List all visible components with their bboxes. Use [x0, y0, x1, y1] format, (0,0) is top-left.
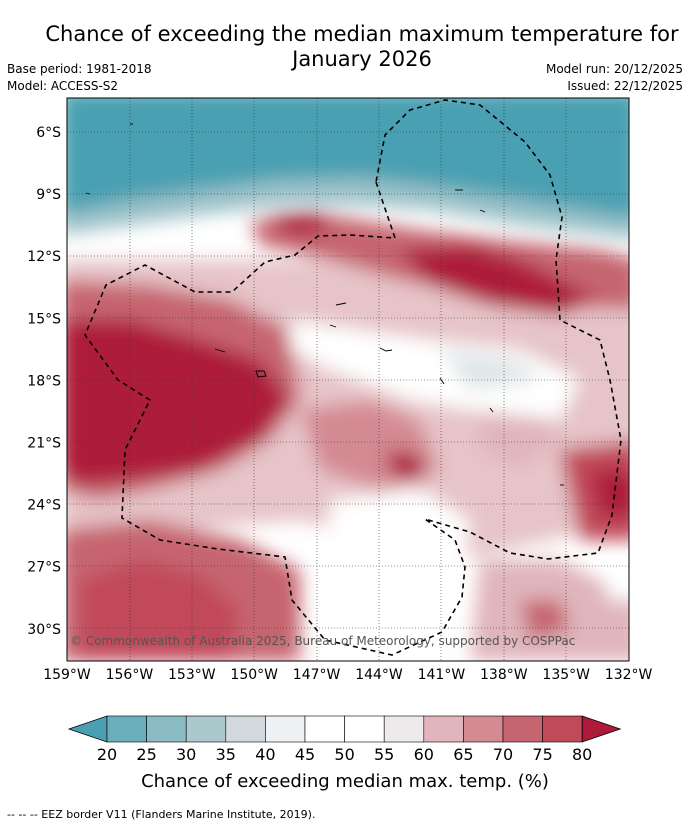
map-title: Chance of exceeding the median maximum t…: [40, 22, 684, 72]
colorbar-tick-label: 80: [572, 745, 593, 764]
colorbar-segment: [146, 715, 187, 743]
colorbar-segment: [423, 715, 464, 743]
colorbar-tick-label: 50: [334, 745, 355, 764]
longitude-label: 159°W: [43, 667, 91, 683]
latitude-label: 21°S: [27, 436, 61, 452]
longitude-label: 138°W: [480, 667, 528, 683]
latitude-label: 15°S: [27, 311, 61, 327]
colorbar-tick-label: 25: [136, 745, 157, 764]
colorbar-tick-label: 40: [255, 745, 276, 764]
longitude-label: 150°W: [230, 667, 278, 683]
colorbar-segment: [225, 715, 266, 743]
gridlines: [67, 98, 629, 661]
longitude-label: 147°W: [293, 667, 341, 683]
latitude-labels: 6°S 9°S 12°S 15°S 18°S 21°S 24°S 27°S 30°S: [27, 125, 61, 638]
issued-date: Issued: 22/12/2025: [567, 79, 683, 93]
colorbar-tick-label: 55: [374, 745, 395, 764]
colorbar-tick-label: 65: [453, 745, 474, 764]
longitude-label: 141°W: [418, 667, 466, 683]
colorbar-segment: [542, 715, 583, 743]
islands: [85, 123, 564, 486]
colorbar-tick-label: 30: [176, 745, 197, 764]
shaded-field: [67, 98, 629, 661]
base-period: Base period: 1981-2018: [7, 62, 152, 76]
colorbar-segment: [463, 715, 504, 743]
latitude-label: 12°S: [27, 249, 61, 265]
model-name: Model: ACCESS-S2: [7, 79, 119, 93]
colorbar-segment: [185, 715, 227, 743]
title-line-2: January 2026: [292, 47, 432, 71]
longitude-label: 132°W: [605, 667, 653, 683]
colorbar-label: Chance of exceeding median max. temp. (%…: [141, 771, 549, 792]
colorbar-tick-label: 60: [413, 745, 434, 764]
latitude-label: 6°S: [36, 125, 61, 141]
model-run: Model run: 20/12/2025: [545, 62, 683, 76]
colorbar-segment: [106, 715, 147, 743]
colorbar-tick-label: 20: [96, 745, 118, 764]
colorbar-extend-low: [67, 715, 108, 743]
latitude-label: 30°S: [27, 622, 61, 638]
longitude-labels: 159°W 156°W 153°W 150°W 147°W 144°W 141°W 138°W…: [43, 667, 652, 683]
longitude-label: 156°W: [106, 667, 154, 683]
colorbar-tick-label: 45: [294, 745, 316, 764]
colorbar-segment: [502, 715, 543, 743]
colorbar-tick-label: 70: [492, 745, 514, 764]
latitude-label: 18°S: [27, 373, 61, 389]
longitude-label: 144°W: [355, 667, 403, 683]
map-field: [67, 98, 629, 661]
latitude-label: 9°S: [36, 187, 61, 203]
colorbar-tick-label: 75: [532, 745, 553, 764]
title-line-1: Chance of exceeding the median maximum t…: [45, 22, 679, 46]
colorbar-segment: [344, 715, 385, 743]
colorbar-segment: [265, 715, 306, 743]
colorbar-segment: [304, 715, 345, 743]
colorbar-extend-high: [581, 715, 622, 743]
latitude-label: 24°S: [27, 498, 61, 514]
map-frame: [66, 97, 630, 662]
latitude-label: 27°S: [27, 560, 61, 576]
colorbar-tick-label: 35: [215, 745, 236, 764]
longitude-label: 153°W: [168, 667, 216, 683]
colorbar-segment: [383, 715, 425, 743]
colorbar: [67, 715, 622, 743]
longitude-label: 135°W: [542, 667, 590, 683]
eez-footnote: -- -- -- EEZ border V11 (Flanders Marine…: [7, 808, 316, 821]
copyright-notice: © Commonwealth of Australia 2025, Bureau…: [70, 634, 576, 648]
